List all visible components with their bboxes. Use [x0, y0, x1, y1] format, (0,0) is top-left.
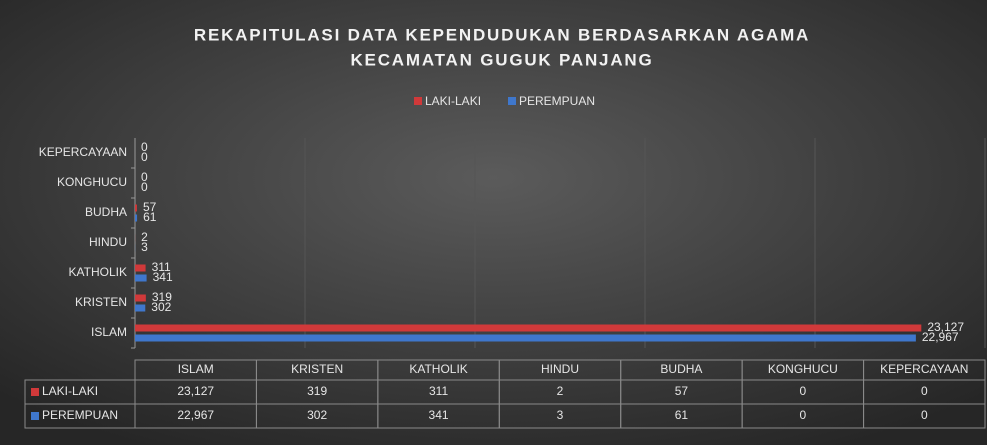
table-value: 0 — [921, 384, 928, 398]
table-row-label: LAKI-LAKI — [42, 384, 98, 398]
legend-label: PEREMPUAN — [519, 94, 595, 108]
data-label: 302 — [151, 300, 171, 314]
data-label: 0 — [141, 140, 148, 154]
table-row-label: PEREMPUAN — [42, 408, 118, 422]
bar — [135, 214, 138, 222]
legend-label: LAKI-LAKI — [425, 94, 481, 108]
table-header: KEPERCAYAAN — [880, 362, 968, 376]
legend-key — [31, 388, 39, 396]
data-label: 23,127 — [927, 320, 964, 334]
data-label: 0 — [141, 150, 148, 164]
table-value: 57 — [675, 384, 689, 398]
table-value: 0 — [800, 384, 807, 398]
table-header: HINDU — [541, 362, 579, 376]
data-label: 22,967 — [922, 330, 959, 344]
bar — [135, 274, 147, 282]
data-label: 311 — [152, 260, 171, 274]
chart-title: REKAPITULASI DATA KEPENDUDUKAN BERDASARK… — [194, 25, 810, 44]
table-value: 61 — [675, 408, 689, 422]
bar — [135, 304, 146, 312]
y-tick-label: KRISTEN — [75, 295, 127, 309]
table-header: KONGHUCU — [768, 362, 838, 376]
legend-key — [31, 412, 39, 420]
data-label: 3 — [141, 240, 148, 254]
bar — [135, 294, 146, 302]
y-tick-label: BUDHA — [85, 205, 127, 219]
legend-swatch — [508, 97, 516, 105]
y-tick-label: KONGHUCU — [57, 175, 127, 189]
data-label: 2 — [141, 230, 148, 244]
data-label: 319 — [152, 290, 172, 304]
y-tick-label: ISLAM — [91, 325, 127, 339]
table-value: 23,127 — [177, 384, 214, 398]
table-value: 302 — [307, 408, 327, 422]
table-value: 2 — [557, 384, 564, 398]
bar — [135, 204, 137, 212]
data-label: 0 — [141, 170, 148, 184]
table-header: BUDHA — [660, 362, 702, 376]
table-value: 3 — [557, 408, 564, 422]
table-value: 341 — [429, 408, 449, 422]
table-value: 0 — [921, 408, 928, 422]
bar — [135, 334, 916, 342]
legend-swatch — [414, 97, 422, 105]
table-header: KRISTEN — [291, 362, 343, 376]
table-value: 0 — [800, 408, 807, 422]
data-label: 0 — [141, 180, 148, 194]
y-tick-label: HINDU — [89, 235, 127, 249]
table-value: 311 — [429, 384, 448, 398]
chart-title: KECAMATAN GUGUK PANJANG — [350, 50, 653, 69]
table-header: KATHOLIK — [409, 362, 467, 376]
data-label: 61 — [143, 210, 157, 224]
bar — [135, 264, 146, 272]
data-label: 341 — [153, 270, 173, 284]
data-label: 57 — [143, 200, 157, 214]
y-tick-label: KEPERCAYAAN — [39, 145, 127, 159]
table-cell — [863, 403, 986, 429]
table-value: 319 — [307, 384, 327, 398]
table-cell — [24, 403, 136, 429]
bar — [135, 324, 922, 332]
table-header: ISLAM — [178, 362, 214, 376]
table-value: 22,967 — [177, 408, 214, 422]
y-tick-label: KATHOLIK — [69, 265, 127, 279]
